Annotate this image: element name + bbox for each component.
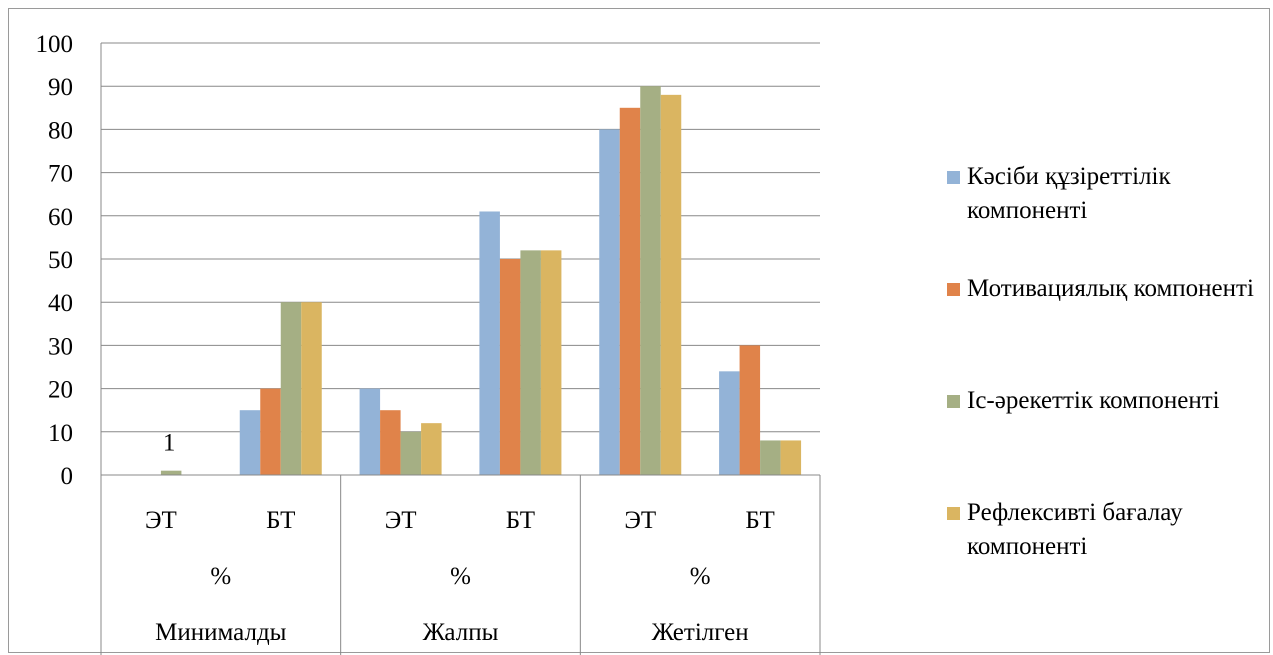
bar — [301, 302, 322, 475]
bar — [499, 259, 521, 475]
data-label: 1 — [163, 430, 176, 457]
x-unit-label: % — [690, 563, 711, 590]
y-tick-label: 100 — [36, 31, 74, 58]
legend-item: Мотивациялық компоненті — [943, 272, 1263, 384]
legend-item: Іс-әрекеттік компоненті — [943, 384, 1263, 496]
y-tick-label: 20 — [48, 377, 73, 404]
legend-swatch — [947, 283, 960, 296]
legend-item: Кәсіби құзіреттілік компоненті — [943, 160, 1263, 272]
bar — [520, 250, 541, 475]
bar — [421, 423, 442, 475]
bar — [760, 440, 781, 475]
bar — [280, 302, 302, 475]
legend: Кәсіби құзіреттілік компоненті Мотивациял… — [943, 160, 1263, 608]
x-category-label: БТ — [745, 507, 774, 534]
bar — [540, 250, 562, 475]
y-tick-label: 40 — [48, 290, 73, 317]
bar — [359, 388, 381, 475]
bar — [660, 94, 682, 475]
legend-swatch — [947, 507, 960, 520]
legend-label: Рефлексивті бағалау компоненті — [967, 499, 1183, 560]
bar — [380, 410, 401, 475]
x-group-label: Жетілген — [652, 619, 749, 646]
legend-label: Іс-әрекеттік компоненті — [967, 387, 1220, 414]
legend-item: Рефлексивті бағалау компоненті — [943, 496, 1263, 608]
x-group-label: Жалпы — [423, 619, 499, 646]
x-group-label: Минималды — [155, 619, 287, 646]
x-category-label: БТ — [266, 507, 295, 534]
x-unit-label: % — [210, 563, 231, 590]
x-unit-label: % — [450, 563, 471, 590]
bar — [619, 107, 641, 476]
y-tick-label: 80 — [48, 117, 73, 144]
bar — [739, 345, 761, 475]
bar — [780, 440, 802, 475]
y-tick-label: 70 — [48, 161, 73, 188]
y-tick-label: 60 — [48, 204, 73, 231]
bar — [400, 431, 422, 475]
y-tick-label: 10 — [48, 420, 73, 447]
bar — [599, 129, 620, 475]
y-tick-label: 0 — [61, 463, 74, 490]
bar — [239, 410, 261, 475]
bar — [260, 388, 281, 475]
y-tick-label: 30 — [48, 333, 73, 360]
bar — [160, 470, 182, 475]
y-tick-label: 50 — [48, 247, 73, 274]
legend-swatch — [947, 171, 960, 184]
x-category-label: ЭТ — [385, 507, 417, 534]
x-category-label: БТ — [506, 507, 535, 534]
y-tick-label: 90 — [48, 74, 73, 101]
bar — [640, 86, 661, 475]
bar — [719, 371, 740, 475]
legend-swatch — [947, 395, 960, 408]
legend-label: Мотивациялық компоненті — [967, 275, 1254, 302]
legend-label: Кәсіби құзіреттілік компоненті — [967, 163, 1171, 224]
bar — [479, 211, 500, 476]
x-category-label: ЭТ — [624, 507, 656, 534]
x-category-label: ЭТ — [145, 507, 177, 534]
